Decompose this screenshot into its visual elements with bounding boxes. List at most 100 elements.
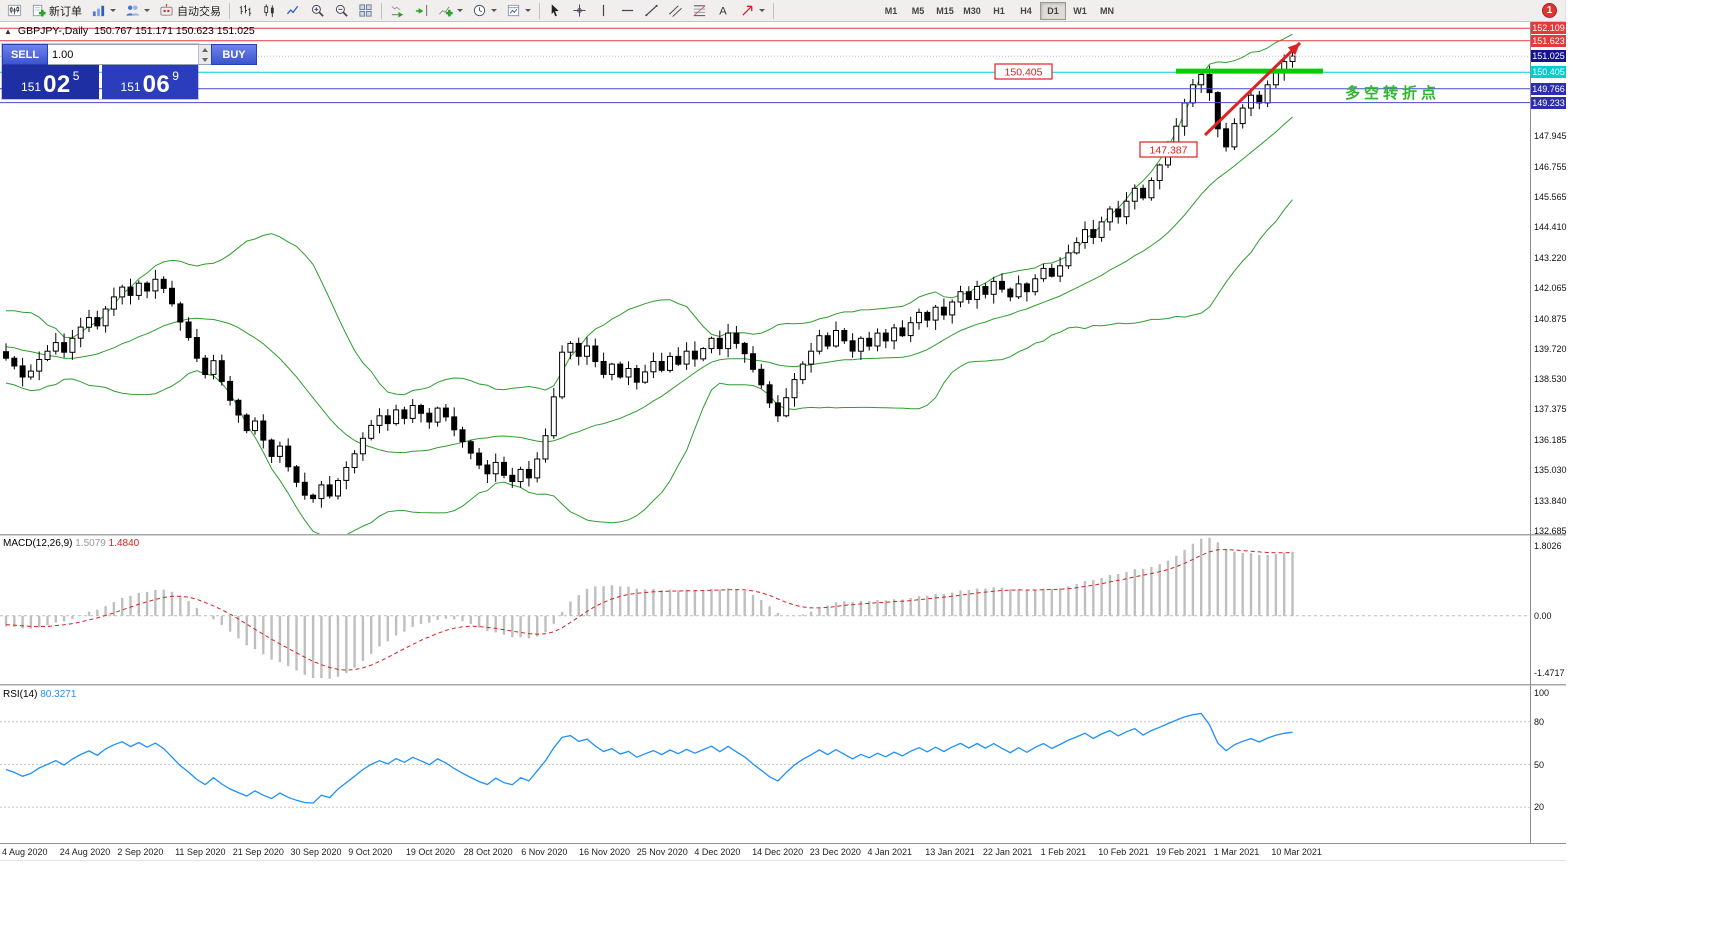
ohlc-values: 150.767 151.171 150.623 151.025 xyxy=(94,25,255,37)
date-label: 23 Dec 2020 xyxy=(809,847,861,857)
macd-scale-label: -1.4717 xyxy=(1534,668,1565,679)
mt4-window: 新订单 自动交易 A M1 M5 M15 M30 H1 H4 D1 W1 MN 1 150.405 14… xyxy=(0,0,1567,861)
macd-signal-line xyxy=(5,549,1293,671)
macd-scale-label: 1.8026 xyxy=(1534,540,1562,551)
new-chart-button[interactable] xyxy=(3,1,26,21)
rsi-label: RSI(14) 80.3271 xyxy=(3,689,77,700)
macd-panel[interactable]: MACD(12,26,9) 1.5079 1.4840 xyxy=(0,536,1530,684)
date-label: 4 Aug 2020 xyxy=(2,847,48,857)
date-label: 4 Dec 2020 xyxy=(694,847,741,857)
arrows-icon xyxy=(740,3,755,18)
panel-splitter[interactable] xyxy=(0,534,1566,536)
templates-button[interactable] xyxy=(502,1,535,21)
toolbar-separator xyxy=(773,2,774,19)
timeframe-m5-button[interactable]: M5 xyxy=(905,2,931,20)
price-chart[interactable]: 150.405 147.387 多空转折点 xyxy=(0,22,1530,534)
price-annotation-150405[interactable] xyxy=(994,63,1053,80)
timeframe-mn-button[interactable]: MN xyxy=(1094,2,1120,20)
new-order-button[interactable]: 新订单 xyxy=(27,1,86,21)
time-scale[interactable]: 4 Aug 2020 24 Aug 2020 2 Sep 2020 11 Sep 20… xyxy=(0,845,1530,860)
price-scale-label: 145.565 xyxy=(1534,192,1567,203)
crosshair-button[interactable] xyxy=(568,1,591,21)
price-tag-151.025: 151.025 xyxy=(1531,50,1566,63)
equidistant-channel-button[interactable] xyxy=(664,1,687,21)
profiles-button[interactable] xyxy=(121,1,154,21)
zoom-out-button[interactable] xyxy=(330,1,353,21)
chart-new-icon xyxy=(7,3,22,18)
volume-field xyxy=(48,44,211,65)
volume-spinner xyxy=(198,45,211,64)
one-click-trading-panel: SELL BUY 151 02 5 151 06 xyxy=(2,44,257,99)
fibonacci-retracement-button[interactable] xyxy=(688,1,711,21)
sell-button[interactable]: SELL xyxy=(2,44,48,65)
line-chart-mode-button[interactable] xyxy=(282,1,305,21)
chart-window[interactable]: 150.405 147.387 多空转折点 MACD(12,26,9) 1.5079… xyxy=(0,22,1567,860)
turning-point-text[interactable]: 多空转折点 xyxy=(1345,84,1440,102)
horizontal-line-button[interactable] xyxy=(616,1,639,21)
trendline-button[interactable] xyxy=(640,1,663,21)
charts-button[interactable] xyxy=(87,1,120,21)
periods-button[interactable] xyxy=(468,1,501,21)
price-scale-label: 136.185 xyxy=(1534,435,1567,445)
candlestick-mode-button[interactable] xyxy=(258,1,281,21)
text-label-button[interactable]: A xyxy=(712,1,735,21)
profiles-icon xyxy=(125,3,140,18)
vertical-line-button[interactable] xyxy=(592,1,615,21)
price-scale[interactable]: 147.945 146.755 145.565 144.410 143.220 142.0… xyxy=(1531,22,1567,860)
rsi-scale-label: 50 xyxy=(1534,759,1545,770)
chart-shift-button[interactable] xyxy=(410,1,433,21)
one-click-collapse-icon[interactable]: ▲ xyxy=(4,26,12,36)
auto-trading-button[interactable]: 自动交易 xyxy=(155,1,225,21)
buy-price-button[interactable]: 151 06 9 xyxy=(101,65,198,99)
volume-input[interactable] xyxy=(48,45,198,64)
cursor-button[interactable] xyxy=(544,1,567,21)
price-annotation-147387[interactable] xyxy=(1139,141,1198,158)
auto-scroll-button[interactable] xyxy=(386,1,409,21)
timeframe-h4-button[interactable]: H4 xyxy=(1013,2,1039,20)
order-plus-icon xyxy=(31,3,46,18)
volume-increase-button[interactable] xyxy=(199,45,211,55)
price-scale-label: 139.720 xyxy=(1534,343,1567,354)
sell-price-button[interactable]: 151 02 5 xyxy=(2,65,99,99)
price-scale-label: 144.410 xyxy=(1534,222,1567,233)
timeframe-w1-button[interactable]: W1 xyxy=(1067,2,1093,20)
shift-icon xyxy=(414,3,429,18)
panel-splitter[interactable] xyxy=(0,684,1566,686)
date-label: 10 Mar 2021 xyxy=(1271,847,1322,857)
rsi-panel[interactable]: RSI(14) 80.3271 xyxy=(0,686,1530,843)
chart-header: ▲ GBPJPY-,Daily 150.767 151.171 150.623 … xyxy=(4,25,255,37)
price-tag-149.766: 149.766 xyxy=(1531,82,1566,95)
volume-decrease-button[interactable] xyxy=(199,54,211,64)
tile-windows-button[interactable] xyxy=(354,1,377,21)
timeframe-m15-button[interactable]: M15 xyxy=(932,2,958,20)
price-scale-divider xyxy=(1530,22,1531,843)
date-label: 9 Oct 2020 xyxy=(348,847,393,857)
chevron-down-icon xyxy=(110,9,116,12)
timeframe-h1-button[interactable]: H1 xyxy=(986,2,1012,20)
timeframe-m1-button[interactable]: M1 xyxy=(878,2,904,20)
notification-badge[interactable]: 1 xyxy=(1542,3,1557,18)
buy-button[interactable]: BUY xyxy=(211,44,257,65)
date-label: 1 Feb 2021 xyxy=(1040,847,1087,857)
price-scale-label: 132.685 xyxy=(1534,525,1567,536)
zoom-in-button[interactable] xyxy=(306,1,329,21)
date-label: 22 Jan 2021 xyxy=(982,847,1033,857)
sell-price-prefix: 151 xyxy=(21,80,42,94)
timeframe-m30-button[interactable]: M30 xyxy=(959,2,985,20)
indicators-button[interactable] xyxy=(434,1,467,21)
timeframe-d1-button[interactable]: D1 xyxy=(1040,1,1066,20)
sell-price-sup: 5 xyxy=(72,69,80,83)
toolbar-separator xyxy=(539,2,540,19)
rsi-scale-label: 20 xyxy=(1534,802,1545,813)
trade-panel-prices: 151 02 5 151 06 9 xyxy=(2,65,198,99)
date-label: 19 Oct 2020 xyxy=(405,847,455,857)
bar-chart-mode-button[interactable] xyxy=(234,1,257,21)
date-label: 24 Aug 2020 xyxy=(59,847,111,857)
date-label: 25 Nov 2020 xyxy=(636,847,688,857)
trend-arrow[interactable] xyxy=(1203,41,1302,137)
arrows-button[interactable] xyxy=(736,1,769,21)
trade-panel-top-row: SELL BUY xyxy=(2,44,257,65)
date-label: 30 Sep 2020 xyxy=(290,847,342,857)
hline-icon xyxy=(620,3,635,18)
date-label: 28 Oct 2020 xyxy=(463,847,513,857)
